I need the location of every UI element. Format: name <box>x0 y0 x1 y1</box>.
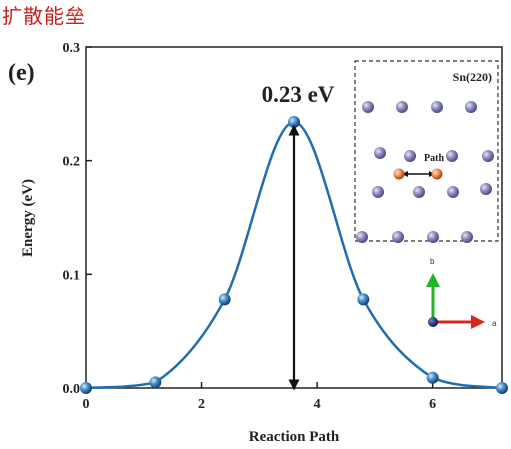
migrating-atom <box>393 168 405 180</box>
x-tick-label: 2 <box>198 397 205 412</box>
sn-atom <box>362 101 374 113</box>
sn-atom <box>482 150 494 162</box>
migrating-atom <box>431 168 443 180</box>
sn-atom <box>372 186 384 198</box>
inset-frame <box>354 60 499 242</box>
a-axis-arrowhead <box>471 315 485 329</box>
data-points <box>80 116 508 394</box>
y-axis-label: Energy (eV) <box>20 179 36 257</box>
axis-origin <box>428 317 438 327</box>
data-point <box>149 376 162 389</box>
y-axis-ticks: 0.0 0.1 0.2 0.3 <box>63 41 92 397</box>
path-label: Path <box>424 153 444 164</box>
sn-atom <box>356 231 368 243</box>
y-tick-label: 0.2 <box>63 155 81 170</box>
sn-atom <box>446 150 458 162</box>
sn-atom <box>465 101 477 113</box>
a-axis-label: a <box>492 319 497 328</box>
y-tick-label: 0.0 <box>63 382 81 397</box>
sn-atom <box>461 231 473 243</box>
data-point <box>357 293 370 306</box>
inset-label: Sn(220) <box>453 70 492 84</box>
b-axis-arrowhead <box>426 273 440 287</box>
data-point <box>218 293 231 306</box>
data-point <box>426 371 439 384</box>
sn-atom <box>396 101 408 113</box>
sn-atom <box>413 186 425 198</box>
inset-structure: Sn(220) Path b a <box>354 60 499 329</box>
sn-atom <box>431 101 443 113</box>
sn-atom <box>447 186 459 198</box>
sn-atom <box>404 150 416 162</box>
x-tick-label: 0 <box>83 397 90 412</box>
sn-atom <box>392 231 404 243</box>
page-title: 扩散能垒 <box>2 4 86 28</box>
y-tick-label: 0.1 <box>63 268 81 283</box>
y-tick-label: 0.3 <box>63 41 81 56</box>
sn-atom <box>427 231 439 243</box>
sn-atom <box>480 183 492 195</box>
x-tick-label: 4 <box>314 397 321 412</box>
data-point <box>496 382 508 394</box>
b-axis-label: b <box>430 257 435 266</box>
barrier-label: 0.23 eV <box>262 82 335 107</box>
data-point <box>288 116 300 129</box>
x-axis-label: Reaction Path <box>249 429 340 445</box>
x-tick-label: 6 <box>429 397 436 412</box>
panel-label: (e) <box>8 60 35 86</box>
data-point <box>80 382 92 394</box>
sn-atom <box>374 147 386 159</box>
